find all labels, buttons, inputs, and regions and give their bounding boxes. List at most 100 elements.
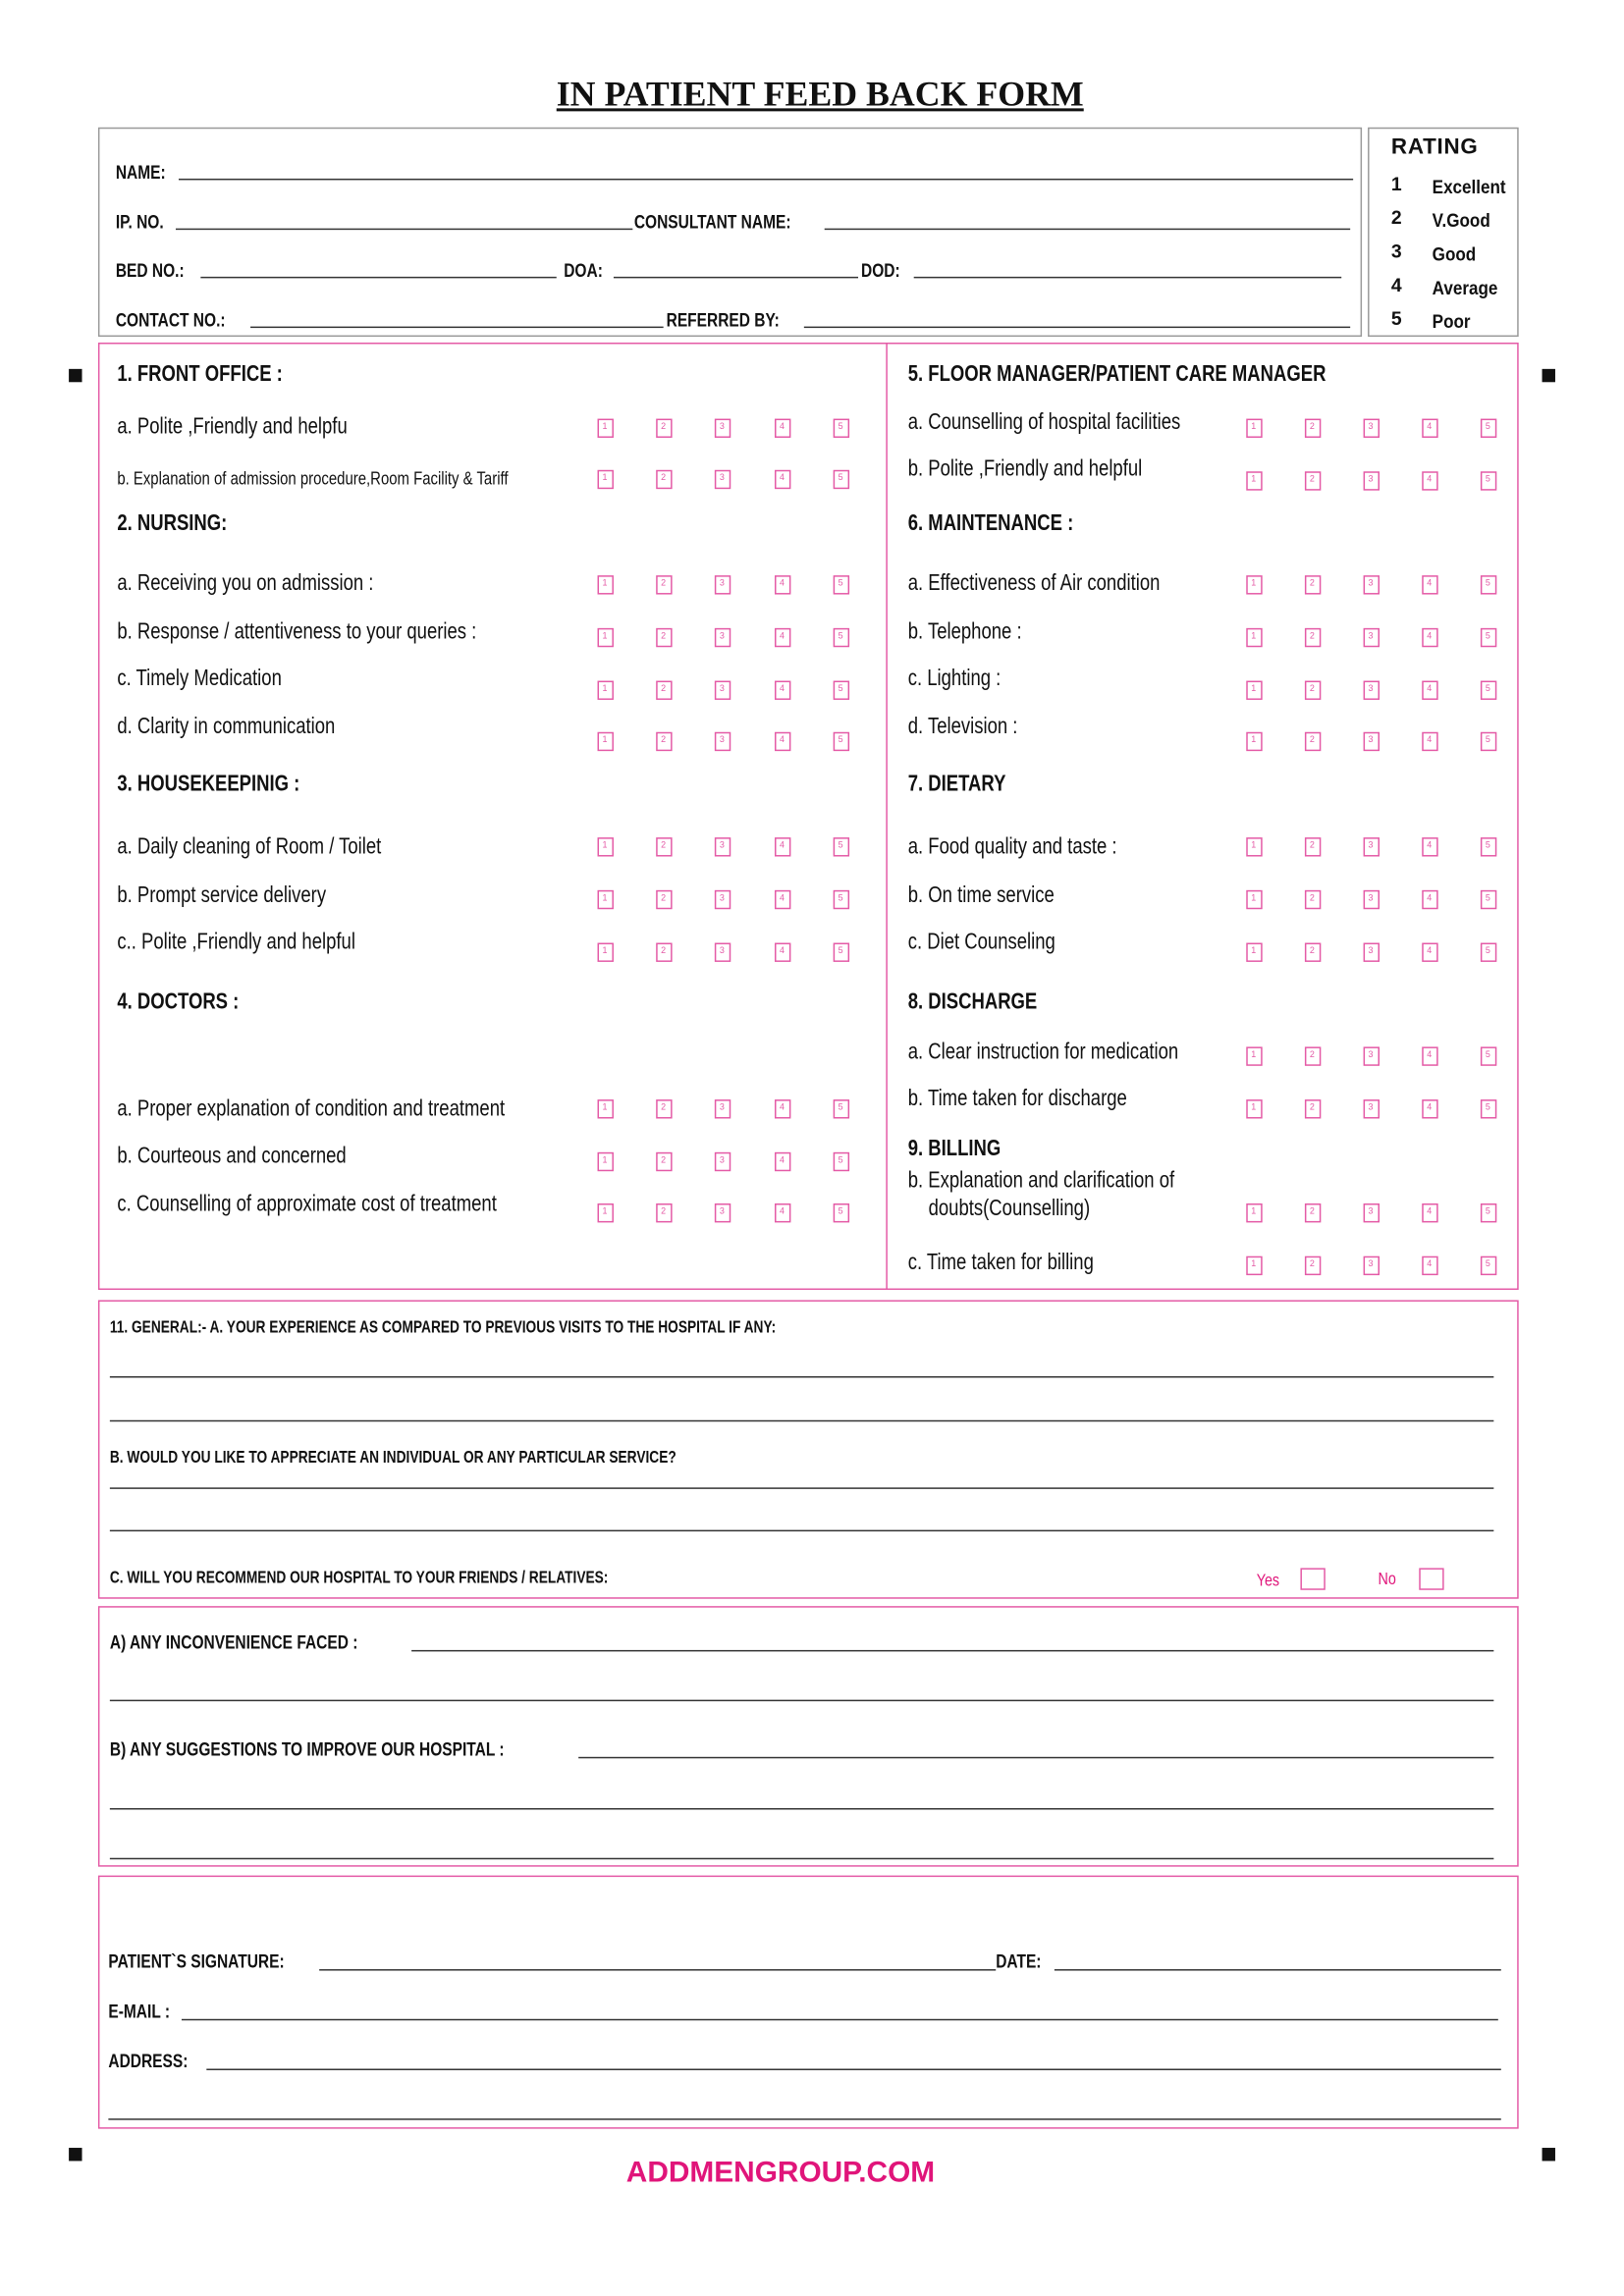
rating-checkbox-5[interactable]: 5 xyxy=(832,679,849,700)
no-checkbox[interactable] xyxy=(1419,1568,1444,1590)
rating-checkbox-3[interactable]: 3 xyxy=(1362,941,1380,962)
rating-checkbox-2[interactable]: 2 xyxy=(655,679,672,700)
name-field[interactable] xyxy=(178,178,1354,181)
suggestions-line-2[interactable] xyxy=(109,1808,1494,1810)
rating-checkbox-2[interactable]: 2 xyxy=(1304,1255,1321,1275)
rating-checkbox-5[interactable]: 5 xyxy=(832,731,849,751)
date-field[interactable] xyxy=(1054,1969,1501,1971)
email-field[interactable] xyxy=(181,2018,1498,2021)
rating-checkbox-2[interactable]: 2 xyxy=(1304,731,1321,751)
rating-checkbox-1[interactable]: 1 xyxy=(1245,1255,1262,1275)
rating-checkbox-3[interactable]: 3 xyxy=(714,679,731,700)
rating-checkbox-2[interactable]: 2 xyxy=(655,1202,672,1222)
rating-checkbox-4[interactable]: 4 xyxy=(774,941,790,962)
ip-field[interactable] xyxy=(175,228,633,231)
rating-checkbox-4[interactable]: 4 xyxy=(1421,1045,1437,1066)
rating-checkbox-1[interactable]: 1 xyxy=(1245,731,1262,751)
rating-checkbox-2[interactable]: 2 xyxy=(655,941,672,962)
rating-checkbox-5[interactable]: 5 xyxy=(1480,836,1496,856)
rating-checkbox-4[interactable]: 4 xyxy=(774,469,790,489)
rating-checkbox-2[interactable]: 2 xyxy=(655,1151,672,1171)
rating-checkbox-4[interactable]: 4 xyxy=(774,679,790,700)
rating-checkbox-2[interactable]: 2 xyxy=(1304,1045,1321,1066)
rating-checkbox-1[interactable]: 1 xyxy=(596,627,614,647)
rating-checkbox-1[interactable]: 1 xyxy=(1245,470,1262,490)
rating-checkbox-3[interactable]: 3 xyxy=(714,417,731,438)
rating-checkbox-4[interactable]: 4 xyxy=(1421,941,1437,962)
rating-checkbox-2[interactable]: 2 xyxy=(1304,1098,1321,1118)
rating-checkbox-3[interactable]: 3 xyxy=(1362,889,1380,909)
rating-checkbox-1[interactable]: 1 xyxy=(1245,889,1262,909)
rating-checkbox-1[interactable]: 1 xyxy=(596,679,614,700)
rating-checkbox-3[interactable]: 3 xyxy=(1362,731,1380,751)
rating-checkbox-3[interactable]: 3 xyxy=(1362,470,1380,490)
rating-checkbox-5[interactable]: 5 xyxy=(1480,1098,1496,1118)
rating-checkbox-5[interactable]: 5 xyxy=(832,1151,849,1171)
rating-checkbox-4[interactable]: 4 xyxy=(1421,731,1437,751)
rating-checkbox-1[interactable]: 1 xyxy=(1245,836,1262,856)
rating-checkbox-3[interactable]: 3 xyxy=(714,1151,731,1171)
rating-checkbox-5[interactable]: 5 xyxy=(1480,1255,1496,1275)
rating-checkbox-4[interactable]: 4 xyxy=(1421,679,1437,700)
referred-field[interactable] xyxy=(803,326,1351,329)
rating-checkbox-2[interactable]: 2 xyxy=(655,627,672,647)
rating-checkbox-3[interactable]: 3 xyxy=(714,1202,731,1222)
rating-checkbox-2[interactable]: 2 xyxy=(1304,889,1321,909)
rating-checkbox-5[interactable]: 5 xyxy=(1480,1202,1496,1222)
rating-checkbox-5[interactable]: 5 xyxy=(1480,627,1496,647)
rating-checkbox-5[interactable]: 5 xyxy=(1480,941,1496,962)
contact-field[interactable] xyxy=(250,326,664,329)
rating-checkbox-4[interactable]: 4 xyxy=(774,417,790,438)
rating-checkbox-3[interactable]: 3 xyxy=(714,889,731,909)
question-b-line-1[interactable] xyxy=(109,1487,1494,1489)
rating-checkbox-3[interactable]: 3 xyxy=(1362,679,1380,700)
rating-checkbox-4[interactable]: 4 xyxy=(774,836,790,856)
rating-checkbox-3[interactable]: 3 xyxy=(714,469,731,489)
rating-checkbox-1[interactable]: 1 xyxy=(596,417,614,438)
rating-checkbox-3[interactable]: 3 xyxy=(1362,417,1380,438)
rating-checkbox-2[interactable]: 2 xyxy=(1304,417,1321,438)
question-a-line-2[interactable] xyxy=(109,1419,1494,1422)
rating-checkbox-5[interactable]: 5 xyxy=(1480,470,1496,490)
rating-checkbox-2[interactable]: 2 xyxy=(655,417,672,438)
inconvenience-field[interactable] xyxy=(411,1649,1494,1652)
signature-field[interactable] xyxy=(319,1969,997,1971)
rating-checkbox-5[interactable]: 5 xyxy=(832,574,849,594)
rating-checkbox-5[interactable]: 5 xyxy=(832,627,849,647)
rating-checkbox-1[interactable]: 1 xyxy=(596,1098,614,1118)
rating-checkbox-3[interactable]: 3 xyxy=(1362,1098,1380,1118)
rating-checkbox-5[interactable]: 5 xyxy=(832,941,849,962)
address-line-2[interactable] xyxy=(108,2118,1501,2120)
rating-checkbox-2[interactable]: 2 xyxy=(655,469,672,489)
rating-checkbox-5[interactable]: 5 xyxy=(832,889,849,909)
rating-checkbox-5[interactable]: 5 xyxy=(1480,1045,1496,1066)
rating-checkbox-4[interactable]: 4 xyxy=(1421,1202,1437,1222)
rating-checkbox-4[interactable]: 4 xyxy=(1421,574,1437,594)
rating-checkbox-1[interactable]: 1 xyxy=(1245,627,1262,647)
rating-checkbox-1[interactable]: 1 xyxy=(596,469,614,489)
rating-checkbox-2[interactable]: 2 xyxy=(655,731,672,751)
rating-checkbox-1[interactable]: 1 xyxy=(596,941,614,962)
rating-checkbox-5[interactable]: 5 xyxy=(1480,679,1496,700)
rating-checkbox-4[interactable]: 4 xyxy=(774,889,790,909)
rating-checkbox-3[interactable]: 3 xyxy=(1362,836,1380,856)
rating-checkbox-3[interactable]: 3 xyxy=(1362,1045,1380,1066)
rating-checkbox-3[interactable]: 3 xyxy=(714,836,731,856)
rating-checkbox-3[interactable]: 3 xyxy=(1362,627,1380,647)
question-a-line-1[interactable] xyxy=(109,1376,1494,1378)
suggestions-field[interactable] xyxy=(578,1756,1494,1759)
rating-checkbox-3[interactable]: 3 xyxy=(1362,1202,1380,1222)
rating-checkbox-1[interactable]: 1 xyxy=(596,889,614,909)
rating-checkbox-2[interactable]: 2 xyxy=(1304,627,1321,647)
rating-checkbox-2[interactable]: 2 xyxy=(1304,836,1321,856)
rating-checkbox-1[interactable]: 1 xyxy=(1245,1045,1262,1066)
rating-checkbox-2[interactable]: 2 xyxy=(1304,679,1321,700)
bed-field[interactable] xyxy=(200,276,557,279)
dod-field[interactable] xyxy=(913,276,1342,279)
rating-checkbox-4[interactable]: 4 xyxy=(1421,889,1437,909)
consultant-field[interactable] xyxy=(824,228,1351,231)
suggestions-line-3[interactable] xyxy=(109,1857,1494,1860)
rating-checkbox-3[interactable]: 3 xyxy=(1362,1255,1380,1275)
rating-checkbox-4[interactable]: 4 xyxy=(774,731,790,751)
rating-checkbox-5[interactable]: 5 xyxy=(832,1098,849,1118)
